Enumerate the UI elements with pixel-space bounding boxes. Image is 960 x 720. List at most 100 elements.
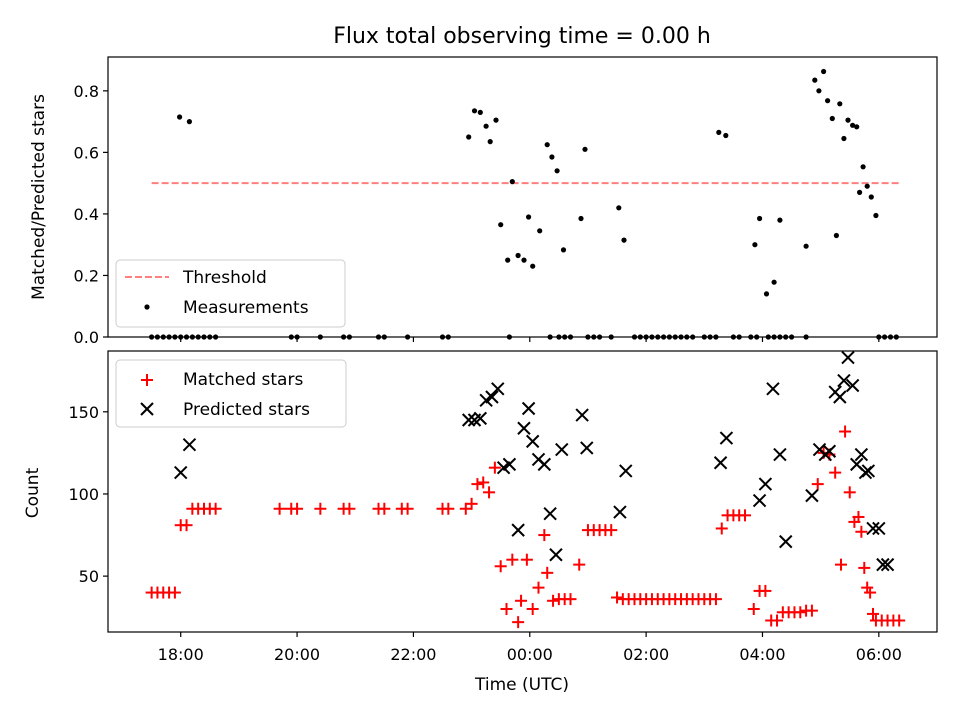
matched-point (506, 553, 519, 566)
matched-point (839, 425, 852, 438)
measurement-point (487, 139, 493, 145)
y-tick-label: 50 (79, 567, 99, 586)
matched-point (852, 510, 865, 523)
matched-point (273, 502, 286, 515)
matched-point (829, 466, 842, 479)
predicted-point (525, 434, 540, 449)
measurement-point (825, 98, 831, 104)
measurement-point (868, 194, 874, 200)
matched-point (893, 614, 906, 627)
measurement-point (621, 237, 627, 243)
measurement-point (752, 242, 758, 248)
matched-point (209, 502, 222, 515)
matched-point (709, 593, 722, 606)
count-axes-frame (107, 350, 938, 633)
measurement-point (837, 101, 843, 107)
x-tick-label: 04:00 (739, 645, 785, 664)
measurement-point (466, 134, 472, 140)
matched-legend-marker (141, 374, 153, 386)
x-tick-label: 22:00 (390, 645, 436, 664)
measurement-point (829, 115, 835, 122)
predicted-point (866, 521, 880, 536)
predicted-point (779, 534, 793, 549)
predicted-point (766, 382, 780, 396)
y-tick-label: 0.2 (74, 266, 99, 285)
matched-point (168, 586, 181, 599)
y-tick-label: 0.0 (74, 328, 99, 347)
matched-point (715, 522, 728, 535)
predicted-point (758, 477, 773, 491)
matched-point (180, 519, 193, 532)
matched-point (855, 525, 868, 538)
matched-point (378, 502, 391, 515)
matched-legend-label: Matched stars (183, 370, 303, 390)
measurement-point (854, 124, 860, 130)
matched-point (547, 594, 560, 607)
measurement-point (716, 129, 722, 135)
predicted-point (805, 488, 819, 503)
count-ylabel: Count (23, 467, 43, 518)
matched-point (477, 476, 490, 489)
predicted-point (719, 431, 734, 445)
predicted-point (822, 444, 837, 458)
matched-point (864, 586, 877, 599)
matched-point (401, 502, 414, 515)
predicted-point (845, 378, 860, 393)
threshold-legend-label: Threshold (182, 268, 267, 288)
matched-point (520, 553, 533, 566)
measurement-point (477, 109, 483, 115)
measurement-point (816, 88, 822, 94)
measurement-point (493, 117, 499, 123)
predicted-point (502, 457, 517, 472)
matched-point (314, 502, 327, 515)
matched-point (483, 486, 496, 499)
count-x-ticks: 18:00 20:00 22:00 00:00 02:00 04:00 06:00 (158, 632, 902, 664)
matched-point (532, 581, 545, 594)
matched-point (759, 584, 772, 597)
predicted-point (872, 521, 886, 536)
predicted-point (473, 411, 488, 426)
predicted-legend-marker (140, 402, 154, 416)
measurement-point (777, 217, 783, 223)
measurement-point (498, 222, 504, 228)
matched-point (811, 478, 824, 491)
matched-point (465, 497, 478, 510)
ratio-ylabel: Matched/Predicted stars (29, 94, 49, 300)
matched-point (805, 604, 818, 617)
matched-point (343, 502, 356, 515)
measurement-point (841, 135, 847, 142)
measurement-point (873, 212, 879, 219)
predicted-point (752, 493, 767, 508)
measurement-point (554, 168, 560, 174)
measurement-point (471, 108, 478, 114)
predicted-point (174, 465, 188, 480)
matched-point (541, 566, 554, 579)
predicted-point (543, 506, 557, 521)
predicted-point (182, 437, 197, 452)
matched-point (573, 558, 586, 571)
measurement-point (803, 243, 809, 249)
predicted-point (876, 557, 890, 572)
measurements-legend-marker (144, 304, 150, 310)
ratio-panel: Matched/Predicted stars 0.00.20.40.60.8 … (29, 56, 938, 347)
measurement-point (757, 215, 763, 222)
x-tick-label: 06:00 (856, 645, 902, 664)
x-tick-label: 02:00 (623, 645, 669, 664)
matched-point (500, 602, 513, 615)
predicted-point (549, 548, 563, 562)
predicted-point (861, 464, 876, 478)
ratio-axes-frame (107, 56, 938, 338)
matched-point (488, 461, 501, 474)
matched-point (515, 594, 528, 607)
predicted-point (619, 464, 633, 478)
ratio-legend-box (115, 259, 346, 328)
measurement-point (723, 132, 729, 139)
matched-point (867, 607, 880, 620)
measurement-point (515, 252, 521, 259)
measurements-legend-label: Measurements (183, 298, 309, 318)
y-tick-label: 0.4 (74, 205, 99, 224)
ratio-x-ticks (180, 337, 880, 342)
x-tick-label: 18:00 (158, 645, 204, 664)
predicted-point (713, 456, 728, 470)
predicted-point (837, 373, 851, 388)
